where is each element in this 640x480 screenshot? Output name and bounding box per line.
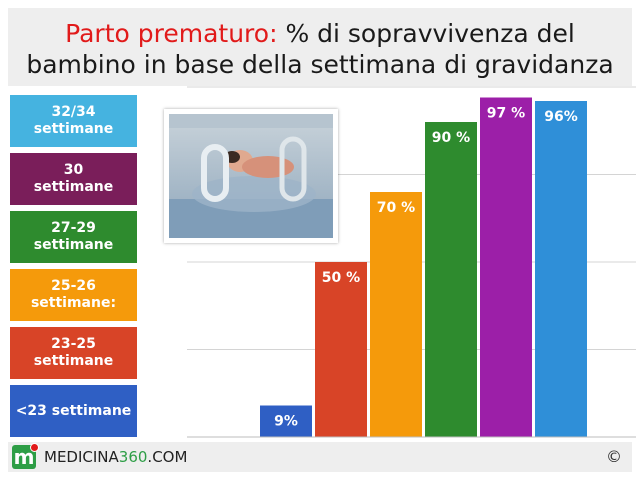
legend-item: 27-29 settimane	[10, 211, 137, 263]
footer: m MEDICINA360.COM ©	[8, 442, 632, 472]
bar-value-label: 70 %	[377, 200, 415, 216]
bar	[370, 192, 422, 437]
logo-dot-icon	[30, 443, 39, 452]
bar-value-label: 90 %	[432, 130, 470, 146]
title-line2: bambino in base della settimana di gravi…	[26, 50, 614, 79]
legend-label-line2: settimane:	[30, 295, 117, 311]
bar-value-label: 97 %	[487, 106, 525, 122]
legend-label-line1: 25-26	[51, 278, 96, 294]
bar	[480, 97, 532, 437]
legend-label-line2: settimane	[33, 179, 114, 195]
bar	[315, 262, 367, 437]
legend-label-line1: 27-29	[51, 220, 96, 236]
brand-name[interactable]: MEDICINA360.COM	[44, 448, 187, 466]
brand-accent: 360	[118, 448, 148, 466]
title-highlight: Parto prematuro:	[65, 19, 278, 48]
brand-suffix: .COM	[147, 448, 188, 466]
bar-value-label: 50 %	[322, 270, 360, 286]
legend-label-line1: 23-25	[51, 336, 96, 352]
legend-label-line2: settimane	[33, 237, 114, 253]
chart-plot: 9% 50 % 70 % 90 % 97 % 96%	[187, 86, 636, 438]
legend-item: 32/34 settimane	[10, 95, 137, 147]
incubator-photo	[164, 109, 338, 243]
title-line1-rest: % di sopravvivenza del	[277, 19, 575, 48]
legend-item: 25-26 settimane:	[10, 269, 137, 321]
brand-main: MEDICINA	[44, 448, 119, 466]
legend-label-line2: settimane	[33, 353, 114, 369]
legend-label-line1: 32/34	[51, 104, 96, 120]
bar	[425, 122, 477, 437]
bar-value-label: 96%	[544, 109, 578, 125]
bar	[260, 405, 312, 437]
bar-value-label: 9%	[274, 414, 298, 430]
legend-label-line1: 30	[63, 162, 84, 178]
bar	[535, 101, 587, 437]
legend-item: 23-25 settimane	[10, 327, 137, 379]
legend-item: <23 settimane	[10, 385, 137, 437]
chart-title: Parto prematuro: % di sopravvivenza del …	[8, 8, 632, 86]
legend-label-line2: settimane	[33, 121, 114, 137]
baby-in-incubator-image	[169, 114, 333, 238]
legend-label-line1: <23 settimane	[15, 402, 132, 419]
copyright-symbol: ©	[606, 447, 622, 466]
legend-item: 30 settimane	[10, 153, 137, 205]
